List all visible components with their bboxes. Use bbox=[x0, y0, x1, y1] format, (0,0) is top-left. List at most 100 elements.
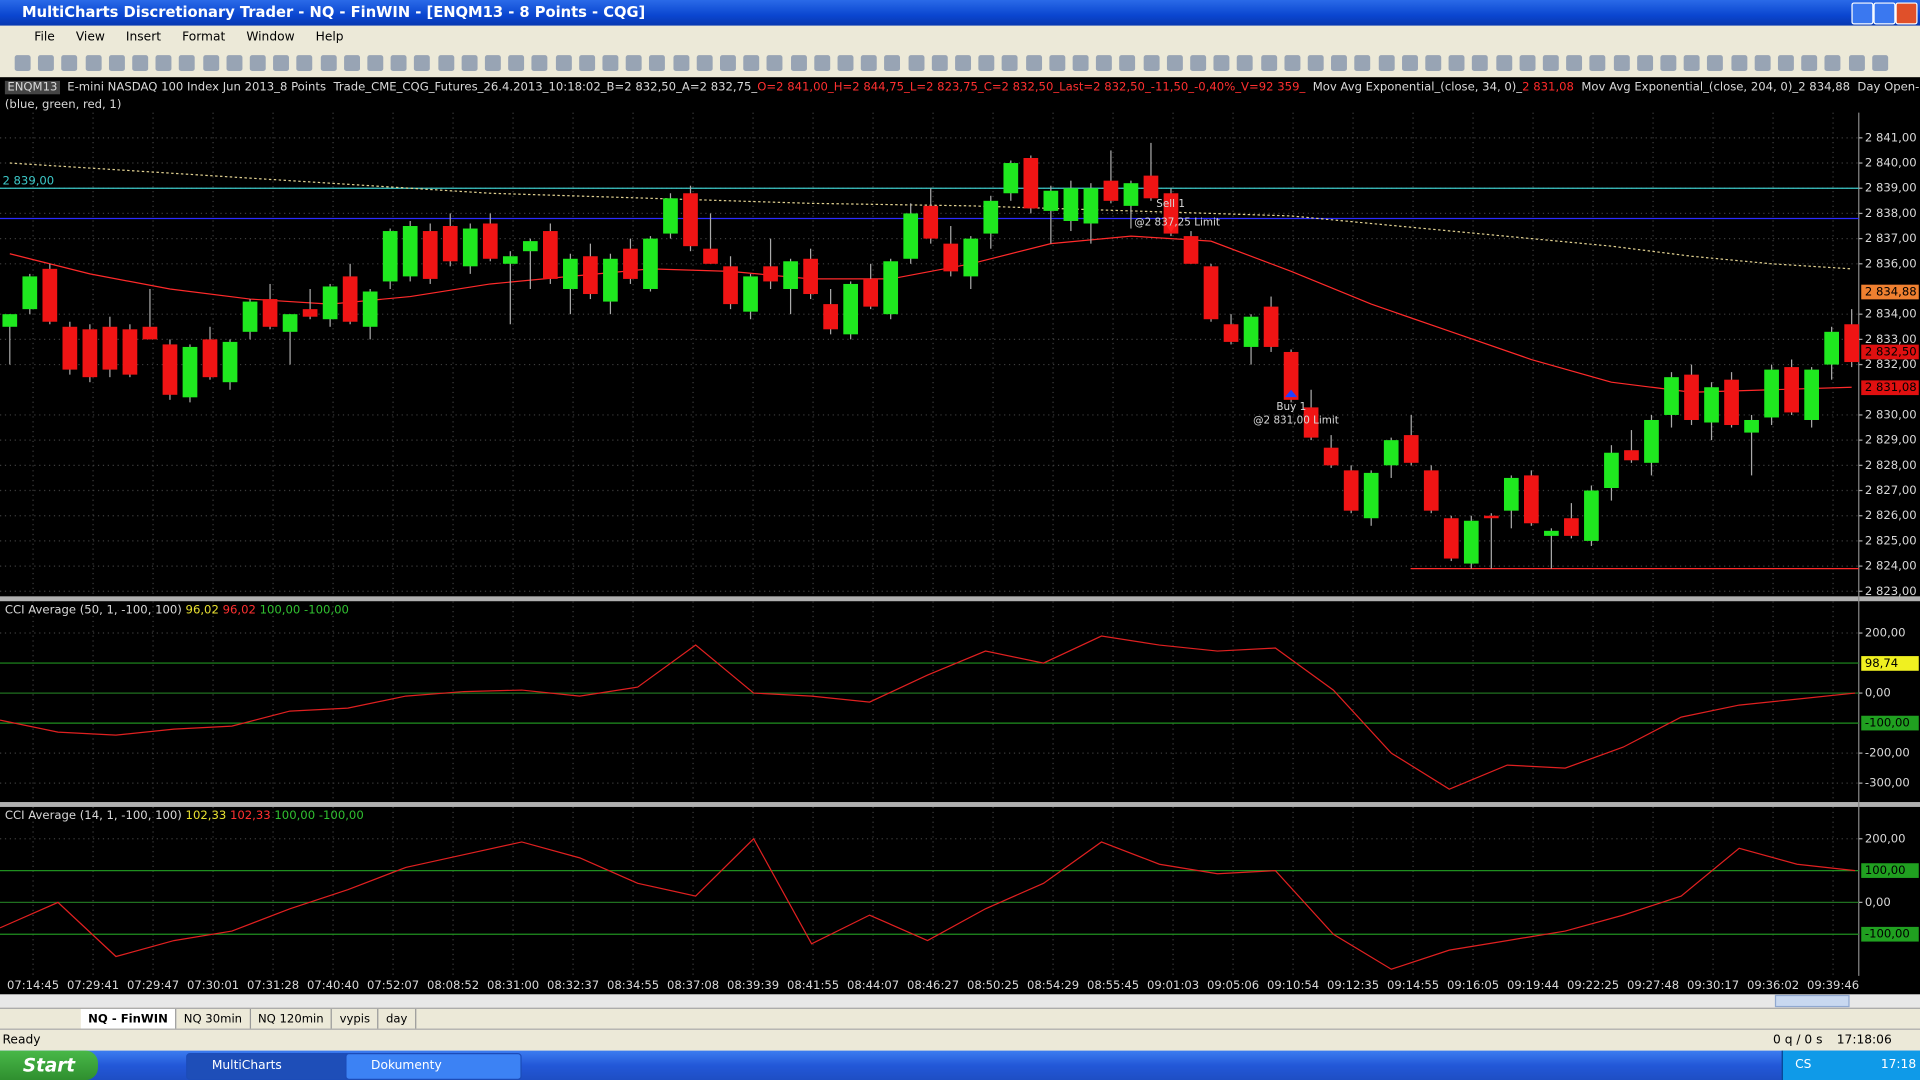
toolbar-button[interactable] bbox=[1143, 55, 1160, 72]
toolbar-button[interactable] bbox=[343, 55, 360, 72]
toolbar-button[interactable] bbox=[1660, 55, 1677, 72]
toolbar-button[interactable] bbox=[649, 55, 666, 72]
toolbar-button[interactable] bbox=[202, 55, 219, 72]
toolbar-button[interactable] bbox=[461, 55, 478, 72]
toolbar-button[interactable] bbox=[273, 55, 290, 72]
menu-item[interactable]: Help bbox=[315, 30, 344, 45]
toolbar-button[interactable] bbox=[1589, 55, 1606, 72]
toolbar-button[interactable] bbox=[249, 55, 266, 72]
clock: 17:18 bbox=[1880, 1057, 1917, 1072]
toolbar-button[interactable] bbox=[437, 55, 454, 72]
task-button[interactable]: MultiCharts Discretion... bbox=[186, 1053, 356, 1080]
toolbar-button[interactable] bbox=[226, 55, 243, 72]
toolbar-button[interactable] bbox=[625, 55, 642, 72]
toolbar-button[interactable] bbox=[1613, 55, 1630, 72]
menu-item[interactable]: Window bbox=[246, 30, 295, 45]
toolbar-button[interactable] bbox=[1190, 55, 1207, 72]
toolbar-button[interactable] bbox=[108, 55, 125, 72]
toolbar-button[interactable] bbox=[1730, 55, 1747, 72]
toolbar-button[interactable] bbox=[1777, 55, 1794, 72]
minimize-button[interactable] bbox=[1851, 2, 1874, 25]
toolbar-button[interactable] bbox=[1307, 55, 1324, 72]
toolbar-button[interactable] bbox=[531, 55, 548, 72]
menu-item[interactable]: View bbox=[75, 30, 105, 45]
toolbar-button[interactable] bbox=[1448, 55, 1465, 72]
toolbar-button[interactable] bbox=[696, 55, 713, 72]
toolbar-button[interactable] bbox=[1425, 55, 1442, 72]
toolbar-button[interactable] bbox=[1519, 55, 1536, 72]
toolbar-button[interactable] bbox=[814, 55, 830, 72]
task-button[interactable]: Dokumenty bbox=[345, 1053, 522, 1080]
toolbar-button[interactable] bbox=[390, 55, 407, 72]
tab[interactable]: day bbox=[379, 1008, 416, 1030]
menu-item[interactable]: Format bbox=[182, 30, 226, 45]
toolbar-button[interactable] bbox=[1378, 55, 1395, 72]
toolbar-button[interactable] bbox=[602, 55, 619, 72]
toolbar-button[interactable] bbox=[38, 55, 55, 72]
toolbar-button[interactable] bbox=[1119, 55, 1136, 72]
toolbar-button[interactable] bbox=[1166, 55, 1183, 72]
toolbar-button[interactable] bbox=[508, 55, 525, 72]
tab[interactable]: NQ 30min bbox=[176, 1008, 251, 1030]
toolbar-button[interactable] bbox=[1848, 55, 1865, 72]
toolbar-button[interactable] bbox=[1096, 55, 1113, 72]
toolbar-button[interactable] bbox=[1542, 55, 1559, 72]
toolbar-button[interactable] bbox=[1401, 55, 1418, 72]
toolbar-button[interactable] bbox=[414, 55, 431, 72]
toolbar-button[interactable] bbox=[790, 55, 807, 72]
tab[interactable]: vypis bbox=[332, 1008, 379, 1030]
toolbar-button[interactable] bbox=[14, 55, 31, 72]
menu-item[interactable]: File bbox=[34, 30, 55, 45]
toolbar-button[interactable] bbox=[1683, 55, 1700, 72]
restore-button[interactable] bbox=[1873, 2, 1896, 25]
toolbar-button[interactable] bbox=[978, 55, 995, 72]
start-button[interactable]: Start bbox=[0, 1050, 98, 1080]
toolbar-button[interactable] bbox=[1871, 55, 1888, 72]
toolbar-button[interactable] bbox=[1002, 55, 1019, 72]
toolbar-button[interactable] bbox=[1495, 55, 1512, 72]
toolbar-button[interactable] bbox=[179, 55, 196, 72]
toolbar-button[interactable] bbox=[85, 55, 102, 72]
tab[interactable]: NQ - FinWIN bbox=[80, 1008, 177, 1030]
toolbar-button[interactable] bbox=[1213, 55, 1230, 72]
menu-item[interactable]: Insert bbox=[125, 30, 162, 45]
toolbar-button[interactable] bbox=[1284, 55, 1301, 72]
toolbar-button[interactable] bbox=[720, 55, 736, 72]
toolbar-button[interactable] bbox=[1260, 55, 1277, 72]
toolbar-button[interactable] bbox=[1331, 55, 1348, 72]
tab[interactable]: NQ 120min bbox=[251, 1008, 333, 1030]
toolbar-button[interactable] bbox=[1472, 55, 1489, 72]
toolbar-button[interactable] bbox=[1025, 55, 1042, 72]
toolbar-button[interactable] bbox=[155, 55, 172, 72]
toolbar-button[interactable] bbox=[1824, 55, 1841, 72]
toolbar-button[interactable] bbox=[1754, 55, 1771, 72]
toolbar-button[interactable] bbox=[1636, 55, 1653, 72]
toolbar-button[interactable] bbox=[908, 55, 924, 72]
candle-body bbox=[382, 231, 398, 282]
toolbar-button[interactable] bbox=[1707, 55, 1724, 72]
toolbar-button[interactable] bbox=[1237, 55, 1254, 72]
toolbar-button[interactable] bbox=[61, 55, 78, 72]
toolbar-button[interactable] bbox=[884, 55, 901, 72]
symbol[interactable]: ENQM13 bbox=[4, 80, 60, 95]
toolbar-button[interactable] bbox=[1801, 55, 1818, 72]
toolbar-button[interactable] bbox=[320, 55, 337, 72]
toolbar-button[interactable] bbox=[296, 55, 313, 72]
toolbar-button[interactable] bbox=[1354, 55, 1371, 72]
toolbar-button[interactable] bbox=[955, 55, 972, 72]
toolbar-button[interactable] bbox=[367, 55, 384, 72]
close-button[interactable] bbox=[1895, 2, 1918, 25]
toolbar-button[interactable] bbox=[672, 55, 689, 72]
toolbar-button[interactable] bbox=[578, 55, 595, 72]
toolbar-button[interactable] bbox=[837, 55, 854, 72]
toolbar-button[interactable] bbox=[767, 55, 783, 72]
toolbar-button[interactable] bbox=[1566, 55, 1583, 72]
toolbar-button[interactable] bbox=[484, 55, 501, 72]
toolbar-button[interactable] bbox=[1072, 55, 1089, 72]
toolbar-button[interactable] bbox=[1049, 55, 1066, 72]
toolbar-button[interactable] bbox=[132, 55, 149, 72]
toolbar-button[interactable] bbox=[861, 55, 877, 72]
toolbar-button[interactable] bbox=[743, 55, 760, 72]
toolbar-button[interactable] bbox=[555, 55, 572, 72]
toolbar-button[interactable] bbox=[931, 55, 948, 72]
